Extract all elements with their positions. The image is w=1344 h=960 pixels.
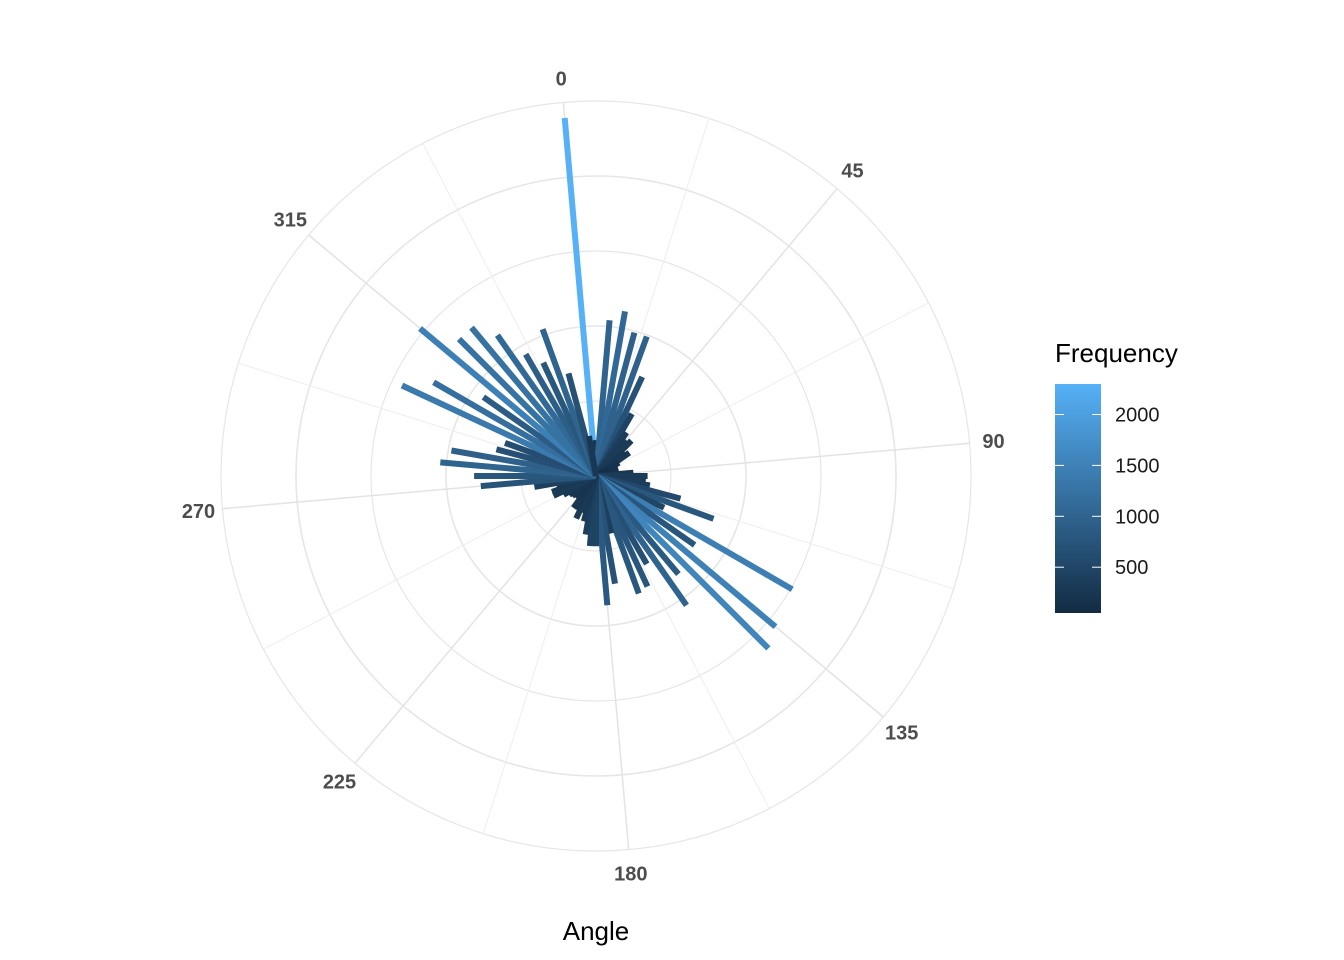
angular-gridline (263, 475, 597, 650)
radial-gridline (295, 175, 897, 777)
bar (593, 473, 771, 651)
bar (400, 382, 598, 479)
angular-gridline (595, 442, 970, 477)
angle-tick-label: 90 (982, 431, 1004, 453)
angle-tick-labels: 0 45 90 135 180 225 270 315 (182, 69, 1005, 886)
legend-label: 2000 (1115, 405, 1160, 427)
legend-ticks: 2000 1500 1000 500 (1055, 405, 1160, 579)
radial-gridline (220, 100, 972, 852)
bar (594, 473, 794, 592)
legend-label: 1000 (1115, 506, 1160, 528)
angular-gridline (354, 475, 597, 764)
angle-tick-label: 180 (614, 864, 647, 886)
bar (561, 117, 599, 477)
legend: Frequency 2000 1500 1000 500 (1055, 338, 1178, 613)
angular-gridline (595, 188, 838, 477)
radial-gridline (445, 325, 747, 627)
angular-gridline (595, 302, 929, 477)
angle-tick-label: 270 (182, 501, 215, 523)
angle-tick-label: 225 (323, 772, 356, 794)
angle-tick-label: 315 (274, 210, 307, 232)
legend-title: Frequency (1055, 338, 1178, 368)
legend-label: 1500 (1115, 455, 1160, 477)
angle-tick-label: 0 (556, 69, 567, 91)
bars (400, 117, 794, 651)
bar (594, 473, 778, 629)
angle-tick-label: 45 (841, 160, 863, 182)
bar (418, 326, 598, 479)
angle-tick-label: 135 (885, 723, 918, 745)
angular-gridline (482, 475, 597, 834)
bar (585, 435, 599, 477)
legend-label: 500 (1115, 557, 1148, 579)
x-axis-title: Angle (563, 916, 630, 946)
radial-gridline (370, 250, 822, 702)
legend-colorbar (1055, 384, 1101, 613)
